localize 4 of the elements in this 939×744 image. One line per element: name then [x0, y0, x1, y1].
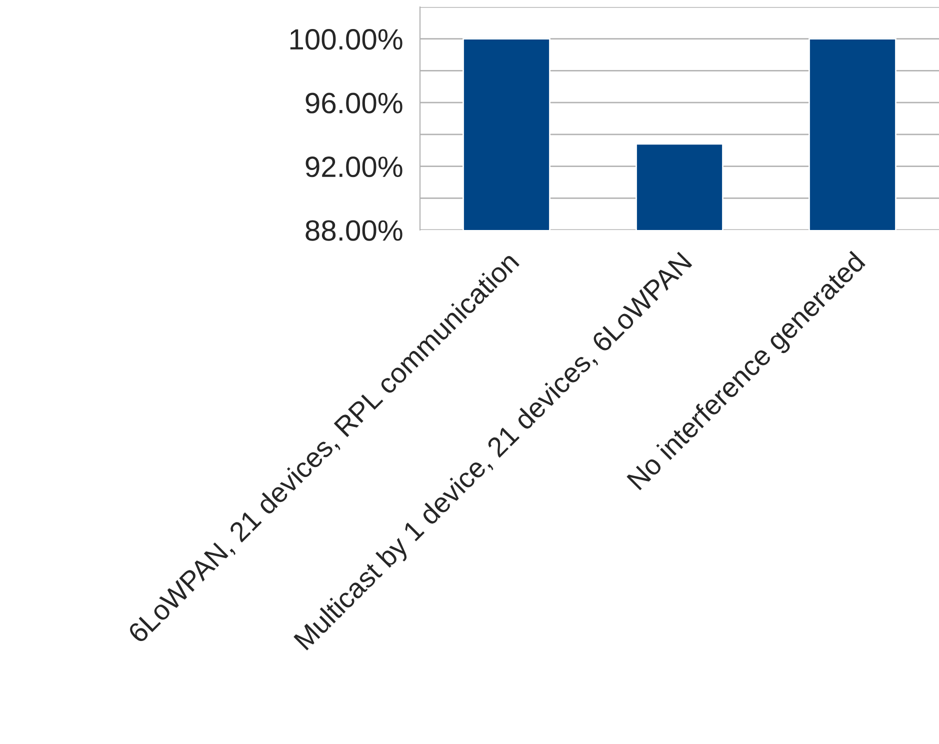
y-tick-label: 96.00%: [306, 92, 402, 114]
y-tick-label: 92.00%: [306, 156, 402, 178]
y-tick-label: 88.00%: [306, 220, 402, 241]
y-tick-label: 100.00%: [290, 29, 402, 50]
